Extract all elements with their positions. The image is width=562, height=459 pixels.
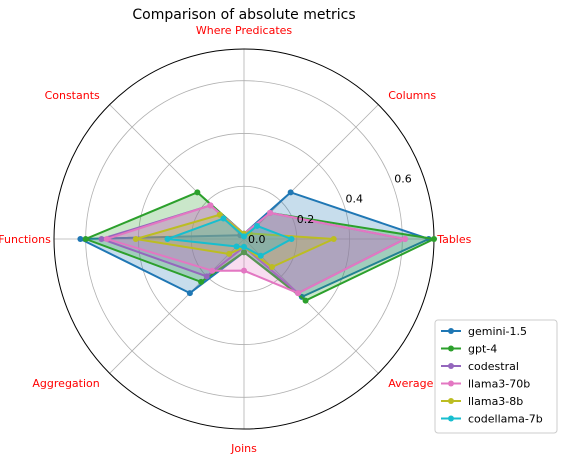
data-point — [241, 233, 247, 240]
legend-marker — [448, 345, 454, 352]
data-point — [198, 278, 205, 285]
data-point — [287, 189, 294, 196]
axis-label: Tables — [436, 233, 471, 246]
legend-item: llama3-70b — [441, 378, 530, 391]
axis-label: Average — [388, 377, 433, 390]
data-point — [233, 243, 240, 250]
data-point — [431, 236, 437, 242]
data-point — [401, 236, 408, 242]
legend-item: llama3-8b — [441, 395, 523, 408]
legend-item: gemini-1.5 — [441, 325, 527, 338]
label-layer: 0.0 0.2 0.4 0.6 Tables Columns Where Predicate… — [0, 24, 472, 455]
radial-tick-label: 0.0 — [248, 233, 266, 246]
data-point — [186, 290, 193, 297]
legend: gemini-1.5 gpt-4 codestral llama3-70b llama3… — [434, 319, 558, 434]
chart-title: Comparison of absolute metrics — [132, 7, 355, 23]
data-point — [207, 202, 214, 209]
data-point — [268, 263, 275, 270]
legend-label: codellama-7b — [468, 413, 543, 426]
data-point — [241, 249, 247, 256]
data-point — [132, 236, 139, 242]
series-codellama-7b — [164, 215, 295, 259]
data-point — [241, 267, 247, 274]
data-point — [288, 236, 295, 242]
axis-label: Functions — [0, 233, 51, 246]
series-layer — [77, 189, 438, 304]
data-point — [103, 236, 110, 242]
legend-marker — [448, 398, 454, 404]
legend-label: gemini-1.5 — [468, 325, 527, 338]
legend-marker — [448, 415, 454, 422]
data-point — [295, 290, 302, 297]
data-point — [226, 250, 233, 257]
legend-item: codestral — [441, 360, 519, 373]
legend-marker — [448, 363, 454, 369]
data-point — [164, 236, 171, 242]
spoke-line — [109, 238, 245, 374]
legend-item: gpt-4 — [441, 343, 497, 356]
legend-label: llama3-70b — [468, 378, 530, 391]
axis-label: Aggregation — [32, 377, 99, 390]
data-point — [330, 236, 337, 242]
data-point — [77, 236, 84, 242]
legend-label: gpt-4 — [468, 343, 497, 356]
series-fill — [85, 192, 435, 301]
data-point — [241, 243, 247, 250]
legend-item: codellama-7b — [441, 413, 543, 426]
data-point — [302, 297, 309, 304]
legend-label: codestral — [468, 360, 519, 373]
legend-marker — [448, 328, 454, 334]
data-point — [98, 236, 105, 242]
series-fill — [106, 205, 405, 294]
data-point — [220, 215, 227, 222]
data-point — [82, 236, 89, 242]
data-point — [203, 273, 210, 280]
axis-label: Columns — [388, 89, 436, 102]
legend-marker — [448, 380, 454, 387]
data-point — [257, 252, 264, 259]
series-fill — [135, 214, 334, 267]
axis-label: Joins — [230, 442, 257, 455]
radial-tick-label: 0.6 — [394, 172, 412, 185]
series-llama3-70b — [103, 202, 409, 297]
data-point — [267, 209, 274, 216]
data-point — [254, 222, 261, 229]
axis-label: Constants — [45, 89, 100, 102]
spoke-line — [243, 238, 379, 374]
legend-label: llama3-8b — [468, 395, 523, 408]
data-point — [194, 189, 201, 196]
radial-tick-label: 0.2 — [297, 213, 315, 226]
data-point — [216, 211, 223, 218]
radial-tick-label: 0.4 — [346, 193, 364, 206]
data-point — [209, 267, 216, 274]
legend-box — [434, 319, 558, 434]
axis-label: Where Predicates — [196, 24, 293, 37]
